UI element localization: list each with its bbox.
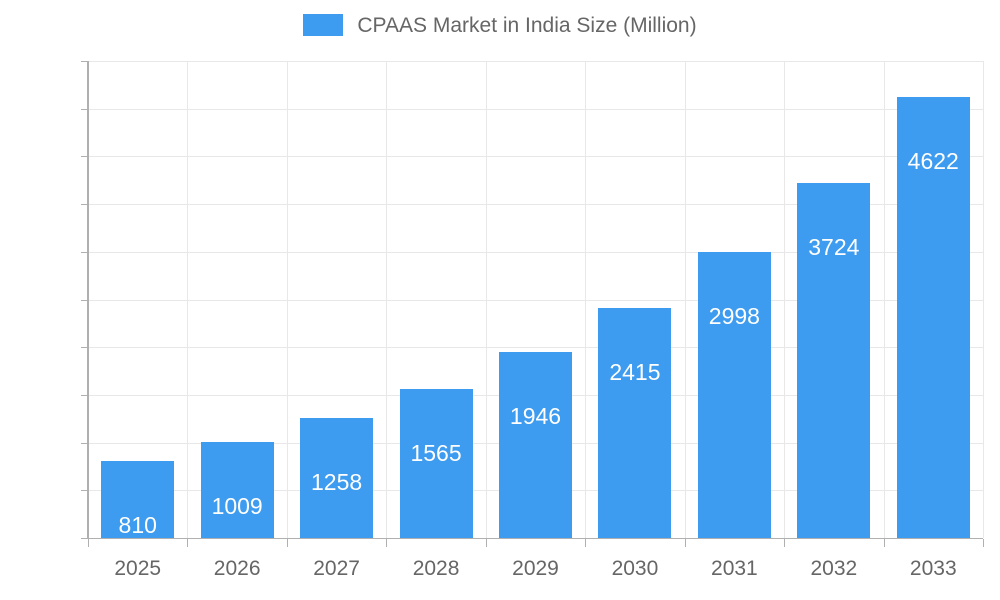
x-axis-tick-mark: [486, 539, 487, 547]
legend-item-cpaas-market[interactable]: CPAAS Market in India Size (Million): [303, 13, 697, 37]
x-axis-tick-mark: [386, 539, 387, 547]
gridline-vertical: [884, 61, 885, 538]
bar[interactable]: [399, 388, 473, 538]
gridline-horizontal: [88, 61, 983, 62]
gridline-horizontal: [88, 204, 983, 206]
y-axis-tick-mark: [81, 251, 88, 253]
x-axis-tick-mark: [287, 539, 288, 547]
bar[interactable]: [797, 182, 871, 538]
gridline-horizontal: [88, 347, 983, 349]
x-axis-tick-mark: [983, 539, 984, 547]
legend-item-label: CPAAS Market in India Size (Million): [357, 13, 697, 37]
bar-value-label: 1565: [410, 439, 462, 466]
x-axis-line: [88, 538, 983, 539]
bar-value-label: 2998: [708, 302, 760, 329]
y-axis-tick-mark: [81, 156, 88, 158]
chart-legend: CPAAS Market in India Size (Million): [0, 8, 1000, 42]
legend-swatch-icon: [303, 14, 344, 36]
gridline-horizontal: [88, 156, 983, 158]
bar-value-label: 1946: [509, 403, 562, 430]
x-axis-tick-label: 2031: [711, 557, 758, 580]
x-axis-tick-mark: [88, 539, 89, 547]
y-axis-tick-mark: [81, 108, 88, 110]
y-axis-tick-mark: [81, 204, 88, 206]
x-axis-tick-label: 2029: [512, 557, 559, 580]
bar[interactable]: [101, 460, 175, 538]
gridline-vertical: [784, 61, 785, 538]
gridline-vertical: [386, 61, 387, 538]
bar-value-label: 1258: [311, 468, 363, 495]
y-axis-tick-mark: [81, 347, 88, 349]
gridline-horizontal: [88, 299, 983, 301]
bar[interactable]: [697, 251, 771, 538]
gridline-vertical: [187, 61, 188, 538]
bar[interactable]: [200, 441, 274, 538]
bar-value-label: 810: [118, 511, 157, 538]
gridline-vertical: [983, 61, 984, 538]
x-axis-tick-label: 2027: [313, 557, 360, 580]
bar-value-label: 1009: [211, 492, 263, 519]
x-axis-tick-mark: [187, 539, 188, 547]
x-axis-tick-label: 2032: [810, 557, 858, 580]
bar[interactable]: [598, 307, 672, 538]
gridline-vertical: [685, 61, 686, 538]
x-axis-tick-mark: [685, 539, 686, 547]
y-axis-line: [87, 61, 89, 539]
x-axis-tick-mark: [884, 539, 885, 547]
gridline-horizontal: [88, 251, 983, 253]
gridline-vertical: [287, 61, 288, 538]
x-axis-tick-mark: [585, 539, 586, 547]
gridline-vertical: [486, 61, 487, 538]
y-axis-tick-mark: [81, 538, 88, 539]
bar[interactable]: [896, 97, 970, 538]
bar[interactable]: [499, 352, 572, 538]
y-axis-tick-mark: [81, 299, 88, 301]
bar-value-label: 2415: [609, 358, 661, 385]
x-axis-tick-label: 2025: [114, 557, 162, 580]
y-axis-tick-mark: [81, 442, 88, 444]
y-axis-tick-mark: [81, 61, 88, 62]
y-axis-tick-mark: [81, 394, 88, 396]
x-axis-tick-mark: [784, 539, 785, 547]
x-axis-tick-label: 2033: [909, 557, 957, 580]
gridline-horizontal: [88, 108, 983, 110]
x-axis-tick-label: 2028: [412, 557, 460, 580]
bar-value-label: 4622: [907, 148, 959, 175]
gridline-vertical: [585, 61, 586, 538]
bar[interactable]: [300, 417, 374, 538]
y-axis-tick-mark: [81, 490, 88, 492]
x-axis-tick-label: 2026: [213, 557, 261, 580]
bar-value-label: 3724: [808, 233, 860, 260]
x-axis-tick-label: 2030: [611, 557, 659, 580]
